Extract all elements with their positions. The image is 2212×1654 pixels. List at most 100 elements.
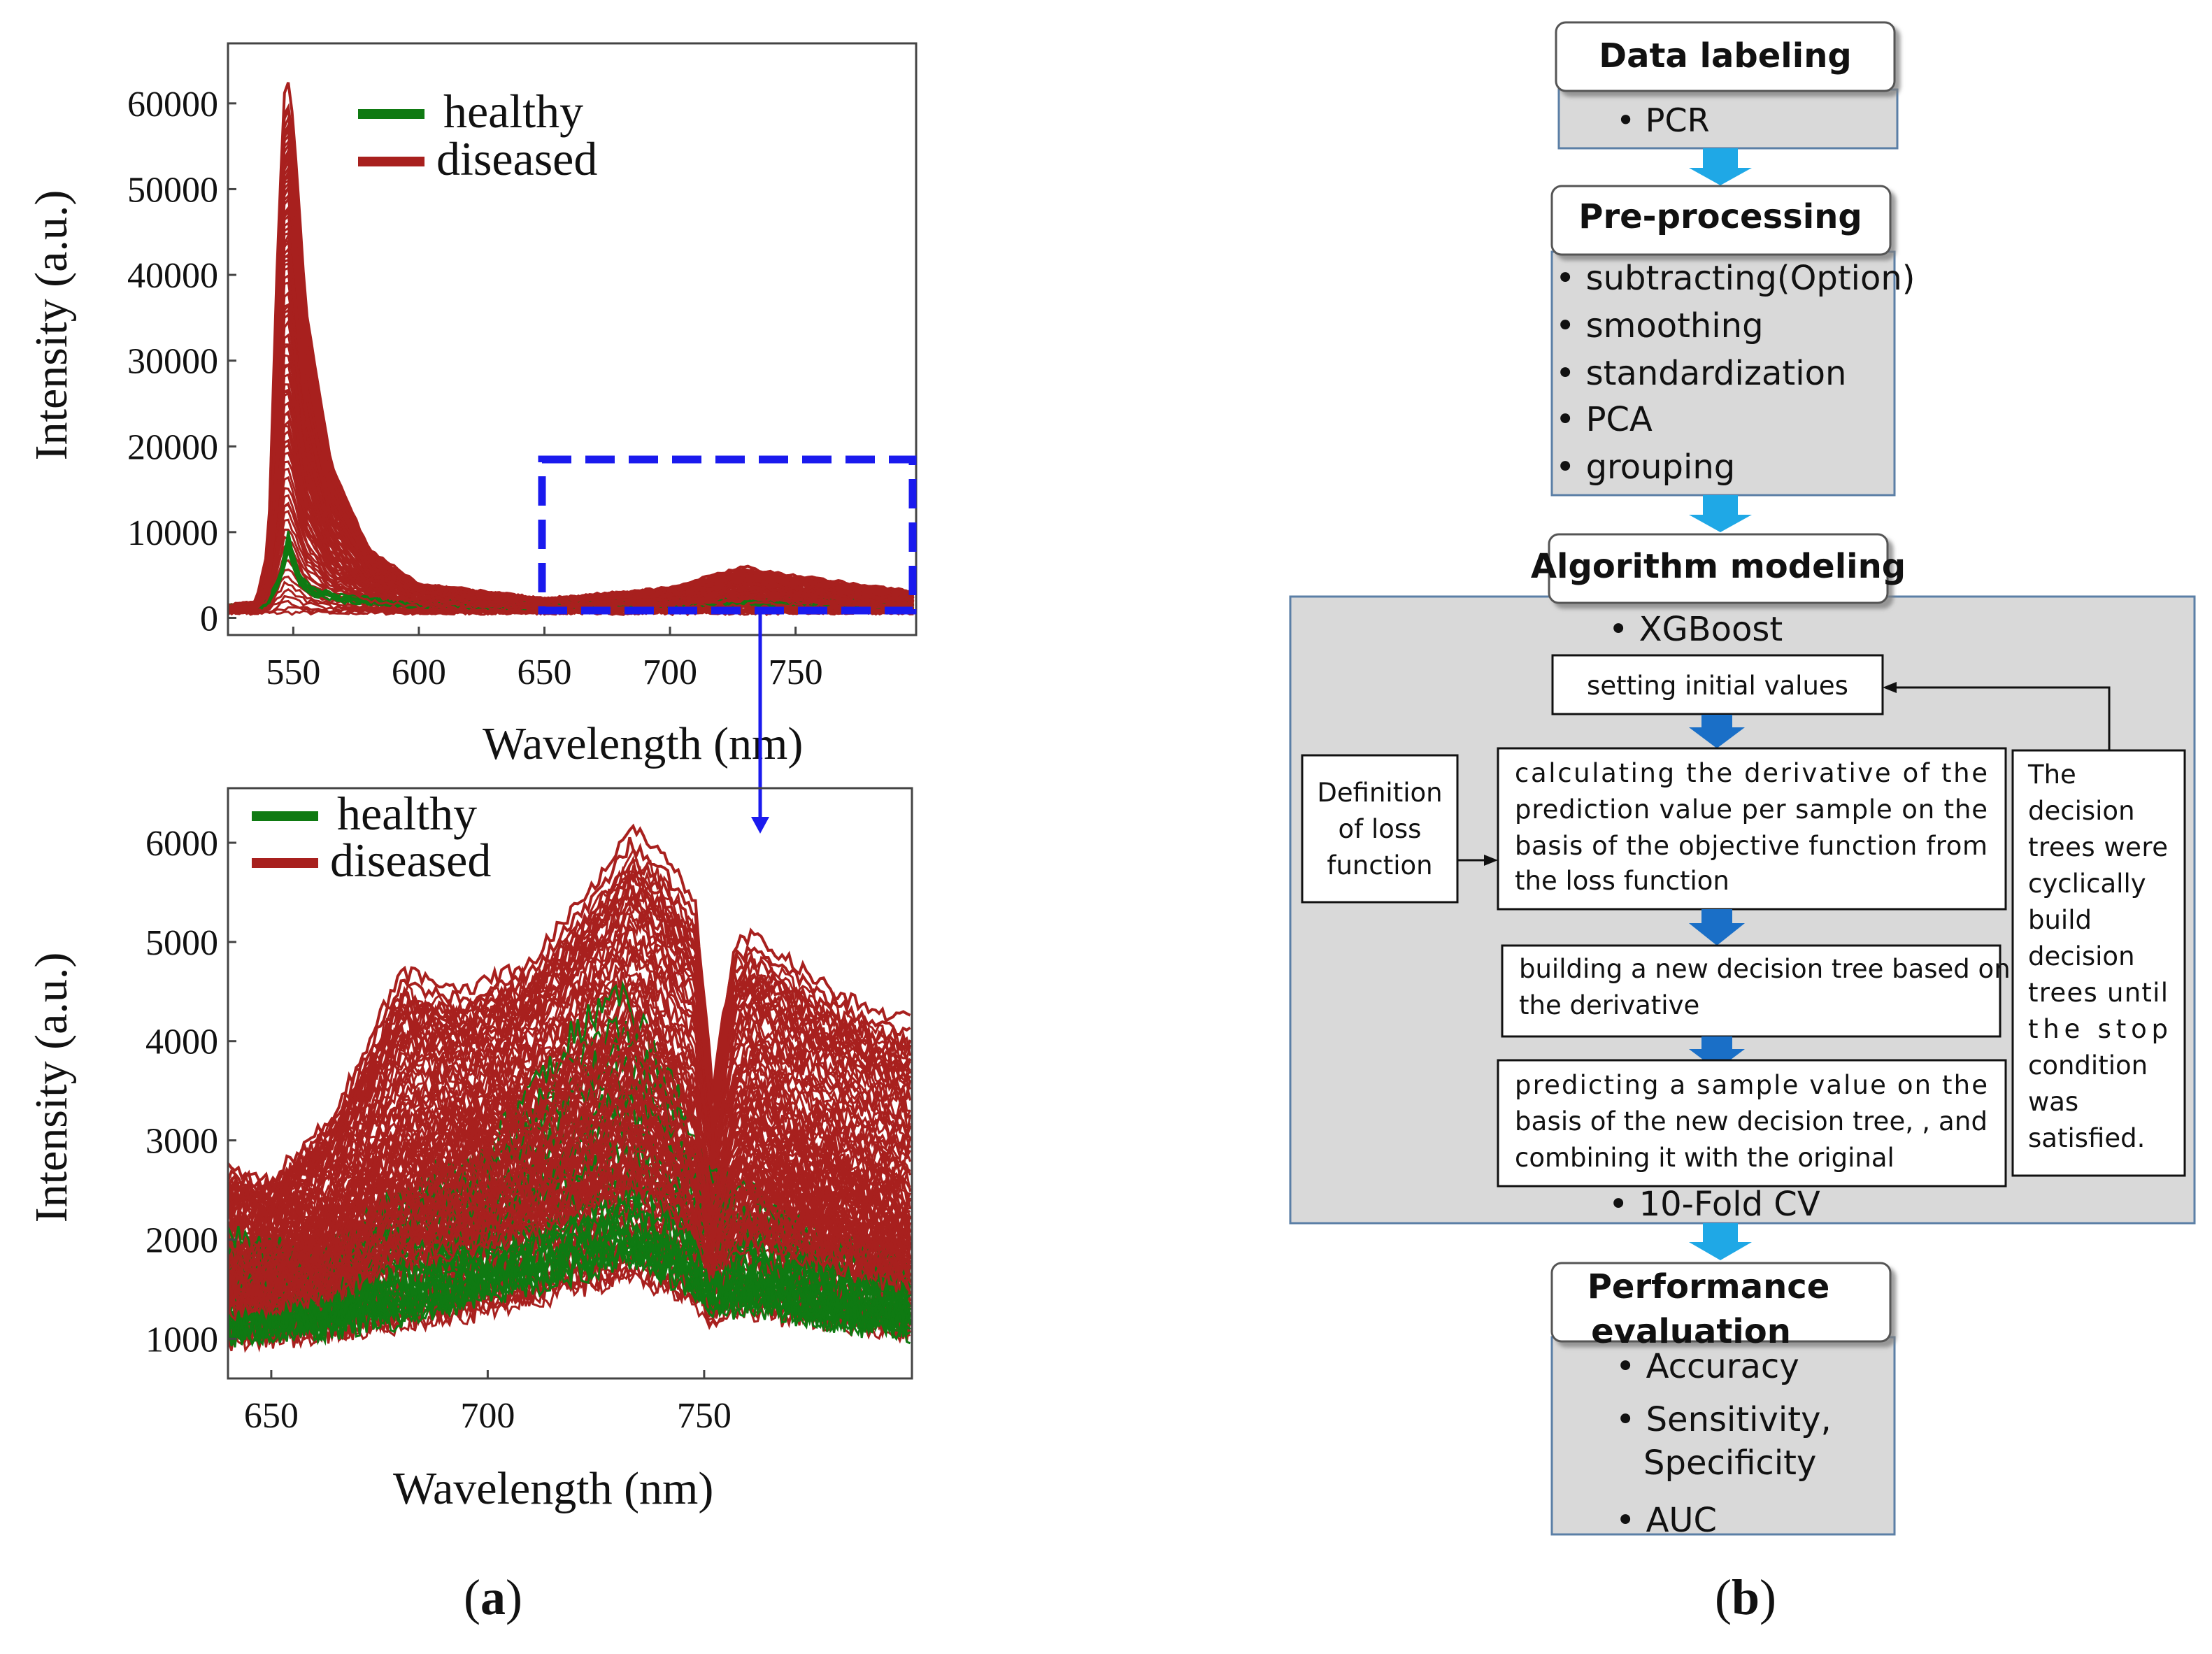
flow-arrow-1 — [1689, 148, 1752, 185]
y-tick-label: 3000 — [145, 1122, 218, 1162]
labeling-item-pcr: • PCR — [1616, 101, 1710, 139]
diseased-curve — [228, 1171, 911, 1316]
loss-function-text: Definition of loss function — [1317, 778, 1442, 881]
diseased-curve — [228, 1011, 911, 1256]
building-line: the derivative — [1519, 990, 1699, 1020]
cycle-line: trees until — [2028, 978, 2168, 1008]
loss-function-box — [1301, 754, 1459, 904]
top-y-ticks: 0 10000 20000 30000 40000 50000 60000 — [127, 85, 236, 639]
y-tick-label: 30000 — [127, 342, 218, 382]
pre-item: • standardization — [1555, 354, 1846, 393]
x-tick-label: 700 — [460, 1396, 515, 1436]
inner-arrow-2 — [1689, 909, 1745, 946]
loss-to-derivative-arrowhead — [1484, 855, 1498, 866]
diseased-curve — [228, 363, 914, 611]
diseased-curve — [228, 221, 914, 608]
pre-item: • grouping — [1555, 448, 1735, 487]
pre-item: • smoothing — [1555, 306, 1764, 345]
y-tick-label: 2000 — [145, 1220, 218, 1260]
cycle-line: the stop — [2028, 1014, 2168, 1044]
top-x-axis-label: Wavelength (nm) — [483, 718, 803, 769]
flow-arrow-3 — [1689, 1223, 1752, 1260]
derivative-line: the loss function — [1515, 866, 1729, 896]
y-tick-label: 5000 — [145, 923, 218, 963]
bottom-legend: healthy diseased — [252, 787, 491, 887]
x-tick-label: 700 — [643, 653, 697, 692]
diseased-curve — [228, 501, 914, 613]
predicting-line: basis of the new decision tree, , and — [1515, 1106, 1988, 1136]
zoom-region-box — [538, 455, 917, 615]
bottom-spectrum-chart: 1000 2000 3000 4000 5000 6000 650 700 750 Wavel… — [26, 787, 913, 1514]
top-y-axis-label: Intensity (a.u.) — [26, 190, 77, 461]
top-legend: healthy diseased — [358, 85, 597, 185]
pre-item: • subtracting(Option) — [1555, 259, 1915, 298]
loss-line: of loss — [1339, 814, 1422, 844]
feedback-arrowhead — [1883, 682, 1897, 693]
flow-arrow-2 — [1689, 495, 1752, 532]
y-tick-label: 1000 — [145, 1320, 218, 1360]
bottom-legend-healthy-label: healthy — [337, 787, 477, 840]
inner-arrow-3 — [1689, 1036, 1745, 1070]
cycle-line: satisfied. — [2028, 1123, 2145, 1153]
diseased-curve — [228, 938, 911, 1232]
x-tick-label: 550 — [266, 653, 320, 692]
cycle-line: condition — [2028, 1050, 2148, 1081]
y-tick-label: 6000 — [145, 824, 218, 864]
bottom-legend-diseased-label: diseased — [330, 834, 491, 887]
top-legend-diseased-label: diseased — [436, 132, 597, 185]
feedback-line — [1897, 686, 2111, 750]
modeling-title-box — [1548, 533, 1889, 604]
bottom-x-axis-label: Wavelength (nm) — [393, 1463, 713, 1514]
predicting-line: predicting a sample value on the — [1515, 1070, 1988, 1100]
bottom-x-ticks: 650 700 750 — [244, 1370, 732, 1436]
y-tick-label: 40000 — [127, 256, 218, 296]
bottom-plot-frame — [227, 787, 913, 1380]
y-tick-label: 0 — [200, 599, 218, 639]
cycle-line: trees were — [2028, 832, 2168, 862]
diseased-curve — [228, 1019, 911, 1258]
modeling-title: Algorithm modeling — [1531, 547, 1906, 586]
cycle-line: The — [2027, 760, 2076, 790]
diseased-curve — [228, 424, 914, 612]
healthy-curve — [228, 1190, 911, 1329]
diseased-curve — [228, 1078, 911, 1282]
modeling-item-xgboost: • XGBoost — [1608, 610, 1783, 649]
cycle-line: build — [2028, 905, 2092, 935]
pre-item: • PCA — [1555, 400, 1653, 439]
diseased-curve — [228, 881, 912, 1203]
building-tree-box — [1501, 944, 2001, 1038]
caption-b-letter: b — [1732, 1569, 1760, 1625]
bottom-y-ticks: 1000 2000 3000 4000 5000 6000 — [145, 824, 236, 1360]
labeling-title-box — [1555, 21, 1896, 92]
cycle-text: The decision trees were cyclically build deci… — [2027, 760, 2168, 1153]
building-line: building a new decision tree based on — [1519, 954, 2011, 984]
cycle-line: decision — [2028, 796, 2135, 826]
zoom-connector-arrow — [751, 611, 769, 834]
eval-item: • AUC — [1615, 1501, 1717, 1540]
evaluation-title-line: evaluation — [1591, 1312, 1791, 1351]
caption-a: (a) — [464, 1569, 522, 1625]
labeling-title: Data labeling — [1599, 36, 1851, 76]
eval-item-continued: Specificity — [1643, 1443, 1816, 1483]
derivative-line: calculating the derivative of the — [1515, 758, 1988, 788]
inner-arrow-1 — [1689, 715, 1745, 748]
diseased-curve — [228, 897, 912, 1213]
cycle-box — [2011, 749, 2186, 1177]
top-x-ticks: 550 600 650 700 750 — [266, 627, 823, 692]
y-tick-label: 20000 — [127, 427, 218, 467]
caption-a-letter: a — [480, 1569, 506, 1625]
loss-line: function — [1327, 850, 1432, 881]
x-tick-label: 750 — [677, 1396, 732, 1436]
y-tick-label: 4000 — [145, 1022, 218, 1062]
x-tick-label: 750 — [769, 653, 823, 692]
preprocessing-items: • subtracting(Option) • smoothing • stan… — [1555, 259, 1915, 487]
evaluation-items-box — [1550, 1336, 1896, 1536]
derivative-text: calculating the derivative of the predic… — [1515, 758, 1988, 896]
x-tick-label: 650 — [244, 1396, 299, 1436]
xgboost-flowchart: • PCR Data labeling • subtracting(Option… — [1289, 21, 2196, 1540]
preprocessing-title: Pre-processing — [1578, 197, 1862, 236]
y-tick-label: 50000 — [127, 170, 218, 210]
diseased-curve — [228, 1162, 911, 1316]
x-tick-label: 650 — [517, 653, 571, 692]
modeling-item-cv: • 10-Fold CV — [1608, 1185, 1820, 1224]
